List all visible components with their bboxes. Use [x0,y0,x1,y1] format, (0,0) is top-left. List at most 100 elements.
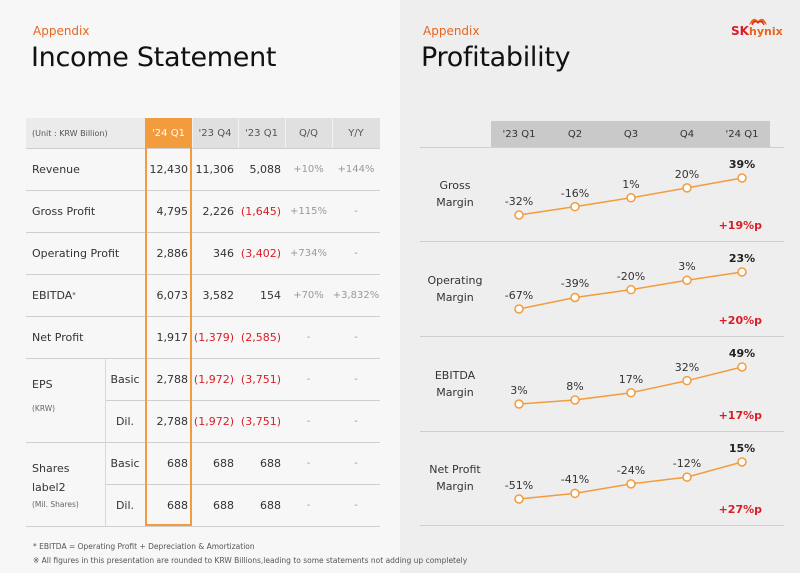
data-label: 8% [566,379,584,393]
column-divider [238,118,239,148]
column-header: '24 Q1 [714,121,770,147]
sub-row-label: Dil. [115,498,135,512]
table-cell: +10% [293,163,324,175]
table-cell: 688 [260,456,281,470]
table-cell: - [306,499,311,511]
row-divider [26,190,380,191]
footnote-marker: * [72,291,76,299]
data-point [626,387,636,398]
row-divider [26,232,380,233]
column-header: '23 Q4 [192,118,238,148]
data-point [682,275,692,285]
data-point [682,375,692,386]
column-divider [285,118,286,148]
column-header: '23 Q1 [238,118,285,148]
series-label: Margin [436,196,474,209]
table-cell: (3,402) [240,246,281,260]
table-cell: (1,972) [193,414,234,428]
data-point [514,399,524,409]
table-cell: - [354,331,358,343]
table-cell: 2,788 [156,414,189,428]
column-header: '24 Q1 [145,118,192,148]
row-divider [105,400,380,401]
band-divider [420,147,784,148]
row-label: Net Profit [32,330,84,344]
table-cell: 688 [167,456,188,470]
table-cell: (1,645) [240,204,281,218]
series-label: Margin [436,385,474,399]
change-label: +19%p [718,219,762,232]
column-header: '23 Q1 [491,121,547,147]
table-cell: +3,832% [332,289,380,301]
band-divider [420,241,784,242]
profitability-panel [400,0,800,573]
data-point [737,173,747,183]
change-label: +27%p [718,503,762,516]
data-label: -20% [616,269,646,283]
data-point [570,292,580,303]
footnote-ebitda: * EBITDA = Operating Profit + Depreciati… [33,542,255,551]
table-cell: (1,379) [193,330,234,344]
row-divider [105,484,380,485]
row-label: Revenue [32,162,80,176]
table-cell: 1,917 [156,330,189,344]
column-header: Q4 [659,121,715,147]
column-divider [192,118,193,148]
data-point [514,304,524,314]
band-divider [420,336,784,337]
table-cell: - [354,373,358,385]
sk-hynix-logo: SK hynix [731,15,791,45]
data-label: -41% [560,473,590,487]
data-label: 49% [728,347,756,360]
data-point [626,193,636,203]
group-unit: (Mil. Shares) [32,499,79,509]
group-label: EPS [32,377,53,391]
table-cell: 2,788 [156,372,189,386]
table-cell: (1,972) [193,372,234,386]
row-divider [26,442,380,443]
column-header: Y/Y [332,118,380,148]
table-cell: 2,226 [202,204,235,218]
data-label: 17% [618,372,644,386]
column-header: Q/Q [285,118,332,148]
data-point [570,488,580,499]
data-label: -32% [504,195,534,208]
data-point [737,267,747,277]
group-divider [105,358,106,442]
table-cell: - [354,499,358,511]
row-label: EBITDA * [32,274,142,316]
table-cell: - [306,331,311,343]
table-cell: 11,306 [195,162,235,176]
data-label: 23% [728,252,756,265]
table-cell: +734% [290,247,327,259]
table-cell: +115% [290,205,327,217]
data-point [737,362,747,372]
unit-label: (Unit : KRW Billion) [26,118,145,148]
row-divider [26,148,380,149]
table-cell: 12,430 [149,162,189,176]
table-cell: 4,795 [156,204,189,218]
group-label: Shares [32,461,70,475]
group-divider [105,442,106,526]
logo-hynix-text: hynix [749,25,783,38]
change-label: +20%p [718,314,762,327]
profitability-title: Profitability [421,42,571,73]
data-label: 3% [678,260,696,274]
row-divider [26,358,380,359]
table-cell: 3,582 [202,288,235,302]
band-divider [420,525,784,526]
group-unit: (KRW) [32,403,56,413]
row-label: Gross Profit [32,204,96,218]
data-label: 3% [510,384,528,397]
data-point [570,201,580,212]
data-label: 39% [728,158,756,171]
series-label: Margin [436,290,474,304]
data-point [626,479,636,489]
series-label: Net Profit [429,463,481,476]
table-cell: 688 [213,456,234,470]
series-label: EBITDA [434,368,476,382]
data-label: 15% [728,442,756,455]
data-label: -51% [504,479,534,492]
table-cell: +70% [293,289,324,301]
